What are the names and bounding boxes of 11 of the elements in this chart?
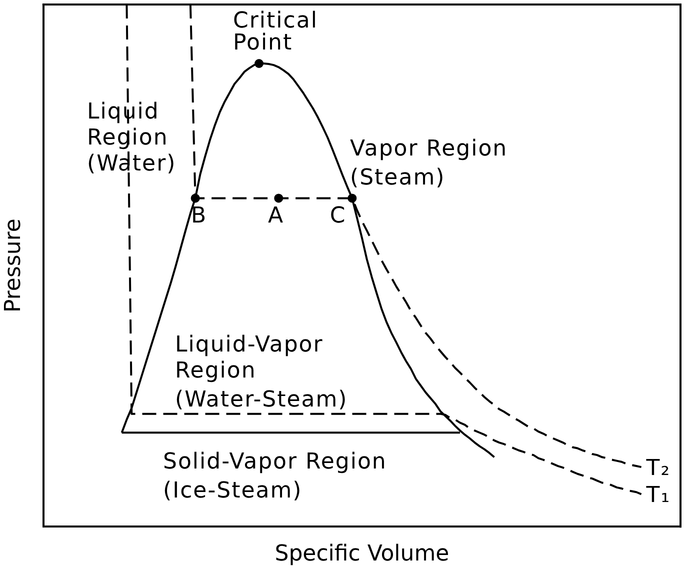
annotation: B (191, 204, 208, 229)
annotation: Critical Point (233, 8, 318, 56)
annotation: C (330, 204, 346, 229)
annotation: Vapor Region (Steam) (350, 136, 508, 191)
annotation: Liquid-Vapor Region (Water-Steam) (175, 332, 348, 413)
x-axis-title: Specific Volume (274, 542, 450, 567)
annotation: A (268, 204, 284, 229)
y-axis-title: Pressure (0, 218, 26, 313)
annotation: Solid-Vapor Region (Ice-Steam) (163, 450, 387, 504)
series-label: T₂ (645, 456, 671, 481)
series-label: T₁ (645, 482, 671, 508)
